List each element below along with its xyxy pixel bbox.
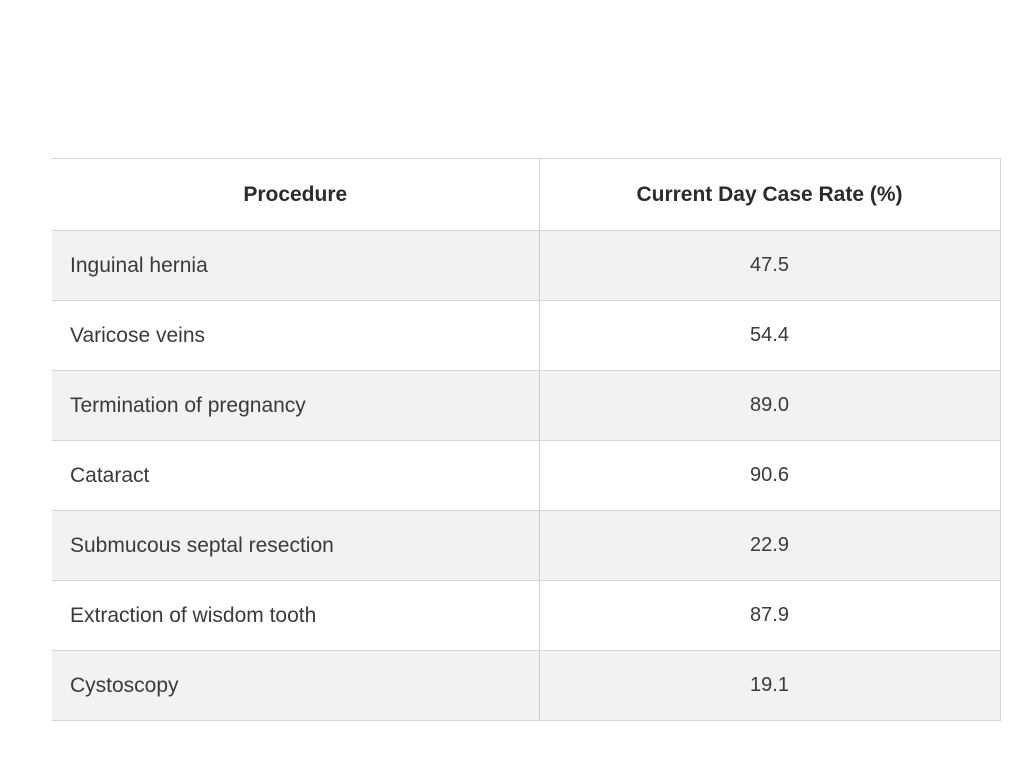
procedure-cell: Inguinal hernia	[52, 230, 540, 301]
procedure-cell: Extraction of wisdom tooth	[52, 580, 540, 651]
column-header-procedure: Procedure	[52, 158, 540, 231]
procedure-cell: Varicose veins	[52, 300, 540, 371]
table-row: Termination of pregnancy 89.0	[52, 370, 1001, 441]
column-header-rate: Current Day Case Rate (%)	[539, 158, 1001, 231]
table-row: Cystoscopy 19.1	[52, 650, 1001, 721]
rate-cell: 90.6	[539, 440, 1001, 511]
table-container: Procedure Current Day Case Rate (%) Ingu…	[52, 158, 1001, 721]
rate-cell: 54.4	[539, 300, 1001, 371]
table-row: Varicose veins 54.4	[52, 300, 1001, 371]
procedure-cell: Cataract	[52, 440, 540, 511]
day-case-rate-table: Procedure Current Day Case Rate (%) Ingu…	[52, 158, 1001, 721]
procedure-cell: Cystoscopy	[52, 650, 540, 721]
header-row: Procedure Current Day Case Rate (%)	[52, 158, 1001, 231]
table-row: Extraction of wisdom tooth 87.9	[52, 580, 1001, 651]
rate-cell: 22.9	[539, 510, 1001, 581]
rate-cell: 47.5	[539, 230, 1001, 301]
rate-cell: 19.1	[539, 650, 1001, 721]
procedure-cell: Submucous septal resection	[52, 510, 540, 581]
table-row: Inguinal hernia 47.5	[52, 230, 1001, 301]
table-row: Submucous septal resection 22.9	[52, 510, 1001, 581]
table-row: Cataract 90.6	[52, 440, 1001, 511]
procedure-cell: Termination of pregnancy	[52, 370, 540, 441]
rate-cell: 89.0	[539, 370, 1001, 441]
rate-cell: 87.9	[539, 580, 1001, 651]
